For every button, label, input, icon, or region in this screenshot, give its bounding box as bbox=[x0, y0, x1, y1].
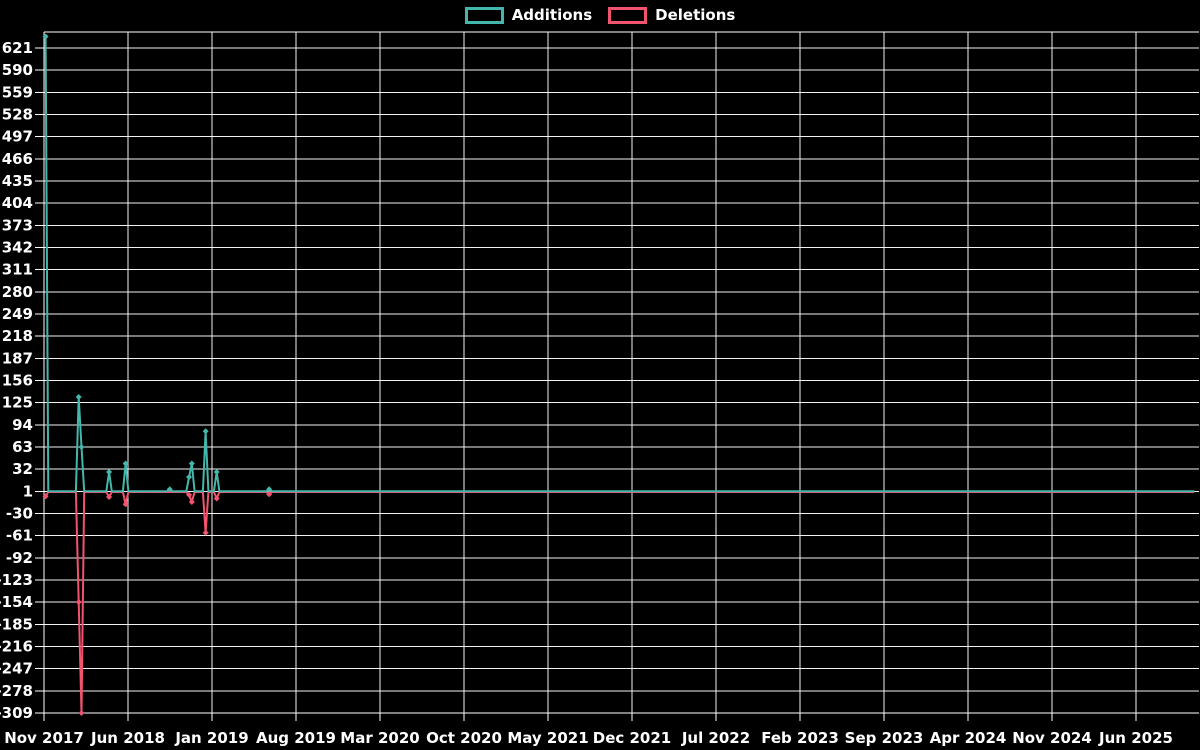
x-tick-label: Dec 2021 bbox=[593, 729, 672, 747]
x-tick-label: Sep 2023 bbox=[845, 729, 924, 747]
y-tick-label: 621 bbox=[2, 39, 33, 57]
y-tick-label: 466 bbox=[2, 150, 33, 168]
deletions-point-marker bbox=[122, 501, 129, 508]
x-tick-label: Nov 2024 bbox=[1012, 729, 1092, 747]
deletions-point-marker bbox=[78, 710, 85, 716]
y-tick-label: -216 bbox=[0, 638, 33, 656]
x-tick-label: Aug 2019 bbox=[256, 729, 336, 747]
additions-point-marker bbox=[186, 474, 193, 481]
y-tick-label: 32 bbox=[12, 460, 33, 478]
y-tick-label: 311 bbox=[2, 261, 33, 279]
deletions-point-marker bbox=[213, 495, 220, 502]
y-tick-label: -309 bbox=[0, 704, 33, 722]
y-tick-label: 280 bbox=[2, 283, 33, 301]
additions-point-marker bbox=[202, 428, 209, 435]
deletions-point-marker bbox=[106, 494, 113, 501]
y-tick-label: -92 bbox=[6, 549, 33, 567]
additions-legend-label: Additions bbox=[511, 6, 593, 24]
y-tick-label: -154 bbox=[0, 593, 33, 611]
deletions-legend-label: Deletions bbox=[655, 6, 736, 24]
additions-point-marker bbox=[78, 444, 85, 450]
additions-point-marker bbox=[122, 460, 129, 467]
additions-point-marker bbox=[42, 33, 49, 40]
additions-point-marker bbox=[213, 469, 220, 476]
x-tick-label: Jan 2019 bbox=[174, 729, 248, 747]
y-tick-label: -30 bbox=[6, 505, 33, 523]
additions-point-marker bbox=[106, 469, 113, 476]
legend-item-deletions[interactable]: Deletions bbox=[608, 7, 735, 24]
y-tick-label: 63 bbox=[12, 438, 33, 456]
deletions-point-marker bbox=[188, 499, 195, 506]
x-tick-label: Jun 2018 bbox=[90, 729, 165, 747]
y-tick-label: -278 bbox=[0, 682, 33, 700]
additions-point-marker bbox=[166, 486, 173, 493]
deletions-point-marker bbox=[42, 493, 49, 500]
y-tick-label: 156 bbox=[2, 372, 33, 390]
x-tick-label: Jun 2025 bbox=[1098, 729, 1173, 747]
x-tick-label: Oct 2020 bbox=[426, 729, 502, 747]
deletions-swatch-icon bbox=[608, 7, 648, 24]
y-tick-label: 249 bbox=[2, 305, 33, 323]
y-tick-label: 1 bbox=[23, 482, 33, 500]
x-tick-label: Mar 2020 bbox=[340, 729, 419, 747]
additions-point-marker bbox=[266, 486, 273, 493]
y-tick-label: 528 bbox=[2, 106, 33, 124]
y-tick-label: 94 bbox=[12, 416, 33, 434]
y-tick-label: 435 bbox=[2, 172, 33, 190]
deletions-point-marker bbox=[202, 529, 209, 536]
deletions-point-marker bbox=[75, 599, 82, 606]
additions-point-marker bbox=[188, 460, 195, 467]
deletions-point-marker bbox=[266, 491, 273, 498]
chart-legend: Additions Deletions bbox=[0, 7, 1200, 24]
y-tick-label: -185 bbox=[0, 615, 33, 633]
y-tick-label: -61 bbox=[6, 527, 33, 545]
x-tick-label: May 2021 bbox=[507, 729, 588, 747]
legend-item-additions[interactable]: Additions bbox=[464, 6, 593, 24]
y-tick-label: 342 bbox=[2, 239, 33, 257]
additions-line bbox=[44, 35, 1195, 493]
y-tick-label: 404 bbox=[2, 194, 33, 212]
x-tick-label: Jul 2022 bbox=[681, 729, 750, 747]
x-tick-label: Apr 2024 bbox=[930, 729, 1007, 747]
y-tick-label: 125 bbox=[2, 394, 33, 412]
y-tick-label: 218 bbox=[2, 327, 33, 345]
y-tick-label: 590 bbox=[2, 61, 33, 79]
x-tick-label: Nov 2017 bbox=[4, 729, 84, 747]
additions-point-marker bbox=[75, 393, 82, 400]
y-tick-label: 497 bbox=[2, 128, 33, 146]
x-tick-label: Feb 2023 bbox=[761, 729, 839, 747]
deletions-point-marker bbox=[186, 491, 193, 498]
y-tick-label: 373 bbox=[2, 216, 33, 234]
y-tick-label: 559 bbox=[2, 83, 33, 101]
y-tick-label: -247 bbox=[0, 660, 33, 678]
y-tick-label: 187 bbox=[2, 349, 33, 367]
additions-swatch-icon bbox=[464, 7, 504, 24]
y-tick-label: -123 bbox=[0, 571, 33, 589]
